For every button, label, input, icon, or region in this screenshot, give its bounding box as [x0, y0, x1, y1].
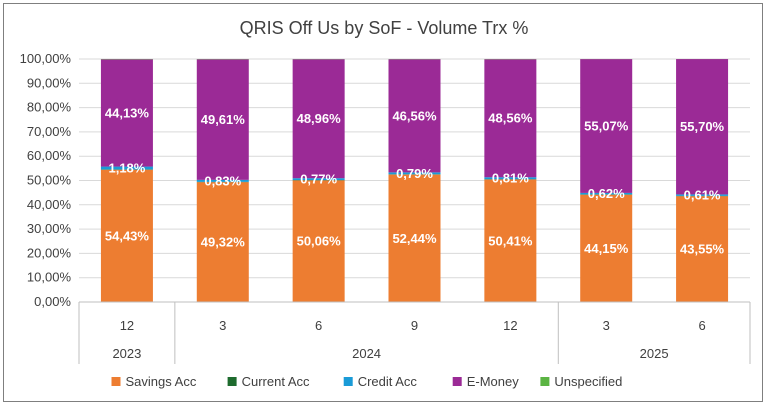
- y-tick-label: 30,00%: [27, 221, 72, 236]
- bar-segment: [196, 59, 249, 180]
- data-label: 0,62%: [588, 186, 625, 201]
- x-tick-label: 12: [120, 318, 134, 333]
- legend-swatch: [227, 377, 237, 386]
- data-label: 50,06%: [297, 234, 342, 249]
- x-group-label: 2024: [352, 346, 381, 361]
- bar-segment: [388, 59, 441, 173]
- bar-segment: [292, 59, 345, 179]
- legend-swatch: [540, 377, 550, 386]
- data-label: 44,15%: [584, 241, 629, 256]
- bar-segment: [292, 180, 345, 302]
- legend-swatch: [343, 377, 353, 386]
- data-label: 54,43%: [105, 228, 150, 243]
- y-tick-label: 50,00%: [27, 173, 72, 188]
- y-tick-label: 60,00%: [27, 148, 72, 163]
- data-label: 46,56%: [392, 108, 437, 123]
- data-label: 0,79%: [396, 166, 433, 181]
- y-tick-label: 10,00%: [27, 270, 72, 285]
- legend-swatch: [111, 377, 121, 386]
- bar-segment: [484, 177, 537, 180]
- bar-segment: [484, 179, 537, 302]
- bar-segment: [100, 166, 153, 170]
- x-tick-label: 12: [503, 318, 517, 333]
- x-group-label: 2025: [640, 346, 669, 361]
- bar-segment: [100, 169, 153, 302]
- bar-segment: [676, 59, 729, 195]
- legend-label: Savings Acc: [126, 374, 197, 389]
- data-label: 48,56%: [488, 111, 533, 126]
- data-label: 48,96%: [297, 111, 342, 126]
- y-axis: 0,00% 10,00% 20,00% 30,00% 40,00% 50,00% 60,00…: [20, 51, 72, 309]
- bar-segment: [676, 196, 729, 302]
- legend-swatch: [452, 377, 462, 386]
- legend-label: Unspecified: [554, 374, 622, 389]
- x-group-label: 2023: [112, 346, 141, 361]
- data-label: 0,77%: [300, 172, 337, 187]
- legend-item: Savings Acc: [111, 374, 197, 389]
- y-tick-label: 40,00%: [27, 197, 72, 212]
- y-tick-label: 90,00%: [27, 75, 72, 90]
- x-tick-label: 6: [315, 318, 322, 333]
- x-tick-label: 3: [603, 318, 610, 333]
- bar-segment: [388, 174, 441, 302]
- legend-label: Current Acc: [242, 374, 310, 389]
- y-tick-label: 0,00%: [34, 294, 71, 309]
- legend-label: E-Money: [467, 374, 520, 389]
- bar-segment: [388, 172, 441, 175]
- y-tick-label: 20,00%: [27, 245, 72, 260]
- data-label: 0,81%: [492, 171, 529, 186]
- bars: 54,43% 1,18% 44,13% 49,32% 0,83% 49,61% 50,06%…: [100, 59, 729, 302]
- legend-item: Current Acc: [227, 374, 310, 389]
- y-tick-label: 100,00%: [20, 51, 72, 66]
- x-tick-label: 6: [698, 318, 705, 333]
- bar-segment: [100, 59, 153, 167]
- stacked-bar-chart: QRIS Off Us by SoF - Volume Trx % 0,00% 1…: [20, 18, 751, 389]
- bar-segment: [580, 59, 633, 193]
- x-axis: 12 3 6 9 12 3 6 2023 2024 2025: [78, 301, 751, 364]
- data-label: 52,44%: [392, 231, 437, 246]
- y-tick-label: 80,00%: [27, 100, 72, 115]
- x-tick-label: 3: [219, 318, 226, 333]
- y-tick-label: 70,00%: [27, 124, 72, 139]
- bar-segment: [196, 179, 249, 182]
- data-label: 49,32%: [201, 235, 246, 250]
- chart-title: QRIS Off Us by SoF - Volume Trx %: [240, 18, 529, 38]
- data-label: 43,55%: [680, 242, 725, 257]
- bar-segment: [196, 182, 249, 302]
- legend-item: Credit Acc: [343, 374, 418, 389]
- bar-segment: [676, 194, 729, 196]
- bar-segment: [484, 59, 537, 178]
- data-label: 1,18%: [108, 161, 145, 176]
- data-label: 49,61%: [201, 112, 246, 127]
- data-label: 50,41%: [488, 233, 533, 248]
- chart-frame: QRIS Off Us by SoF - Volume Trx % 0,00% 1…: [3, 3, 763, 402]
- legend-item: Unspecified: [540, 374, 622, 389]
- legend-item: E-Money: [452, 374, 520, 389]
- data-label: 0,83%: [204, 173, 241, 188]
- bar-segment: [580, 192, 633, 195]
- bar-segment: [292, 178, 345, 181]
- legend-label: Credit Acc: [358, 374, 418, 389]
- bar-segment: [580, 194, 633, 302]
- data-label: 55,07%: [584, 119, 629, 134]
- data-label: 44,13%: [105, 105, 150, 120]
- data-label: 0,61%: [684, 188, 721, 203]
- legend: Savings Acc Current Acc Credit Acc E-Money U…: [111, 374, 622, 389]
- x-tick-label: 9: [411, 318, 418, 333]
- data-label: 55,70%: [680, 119, 725, 134]
